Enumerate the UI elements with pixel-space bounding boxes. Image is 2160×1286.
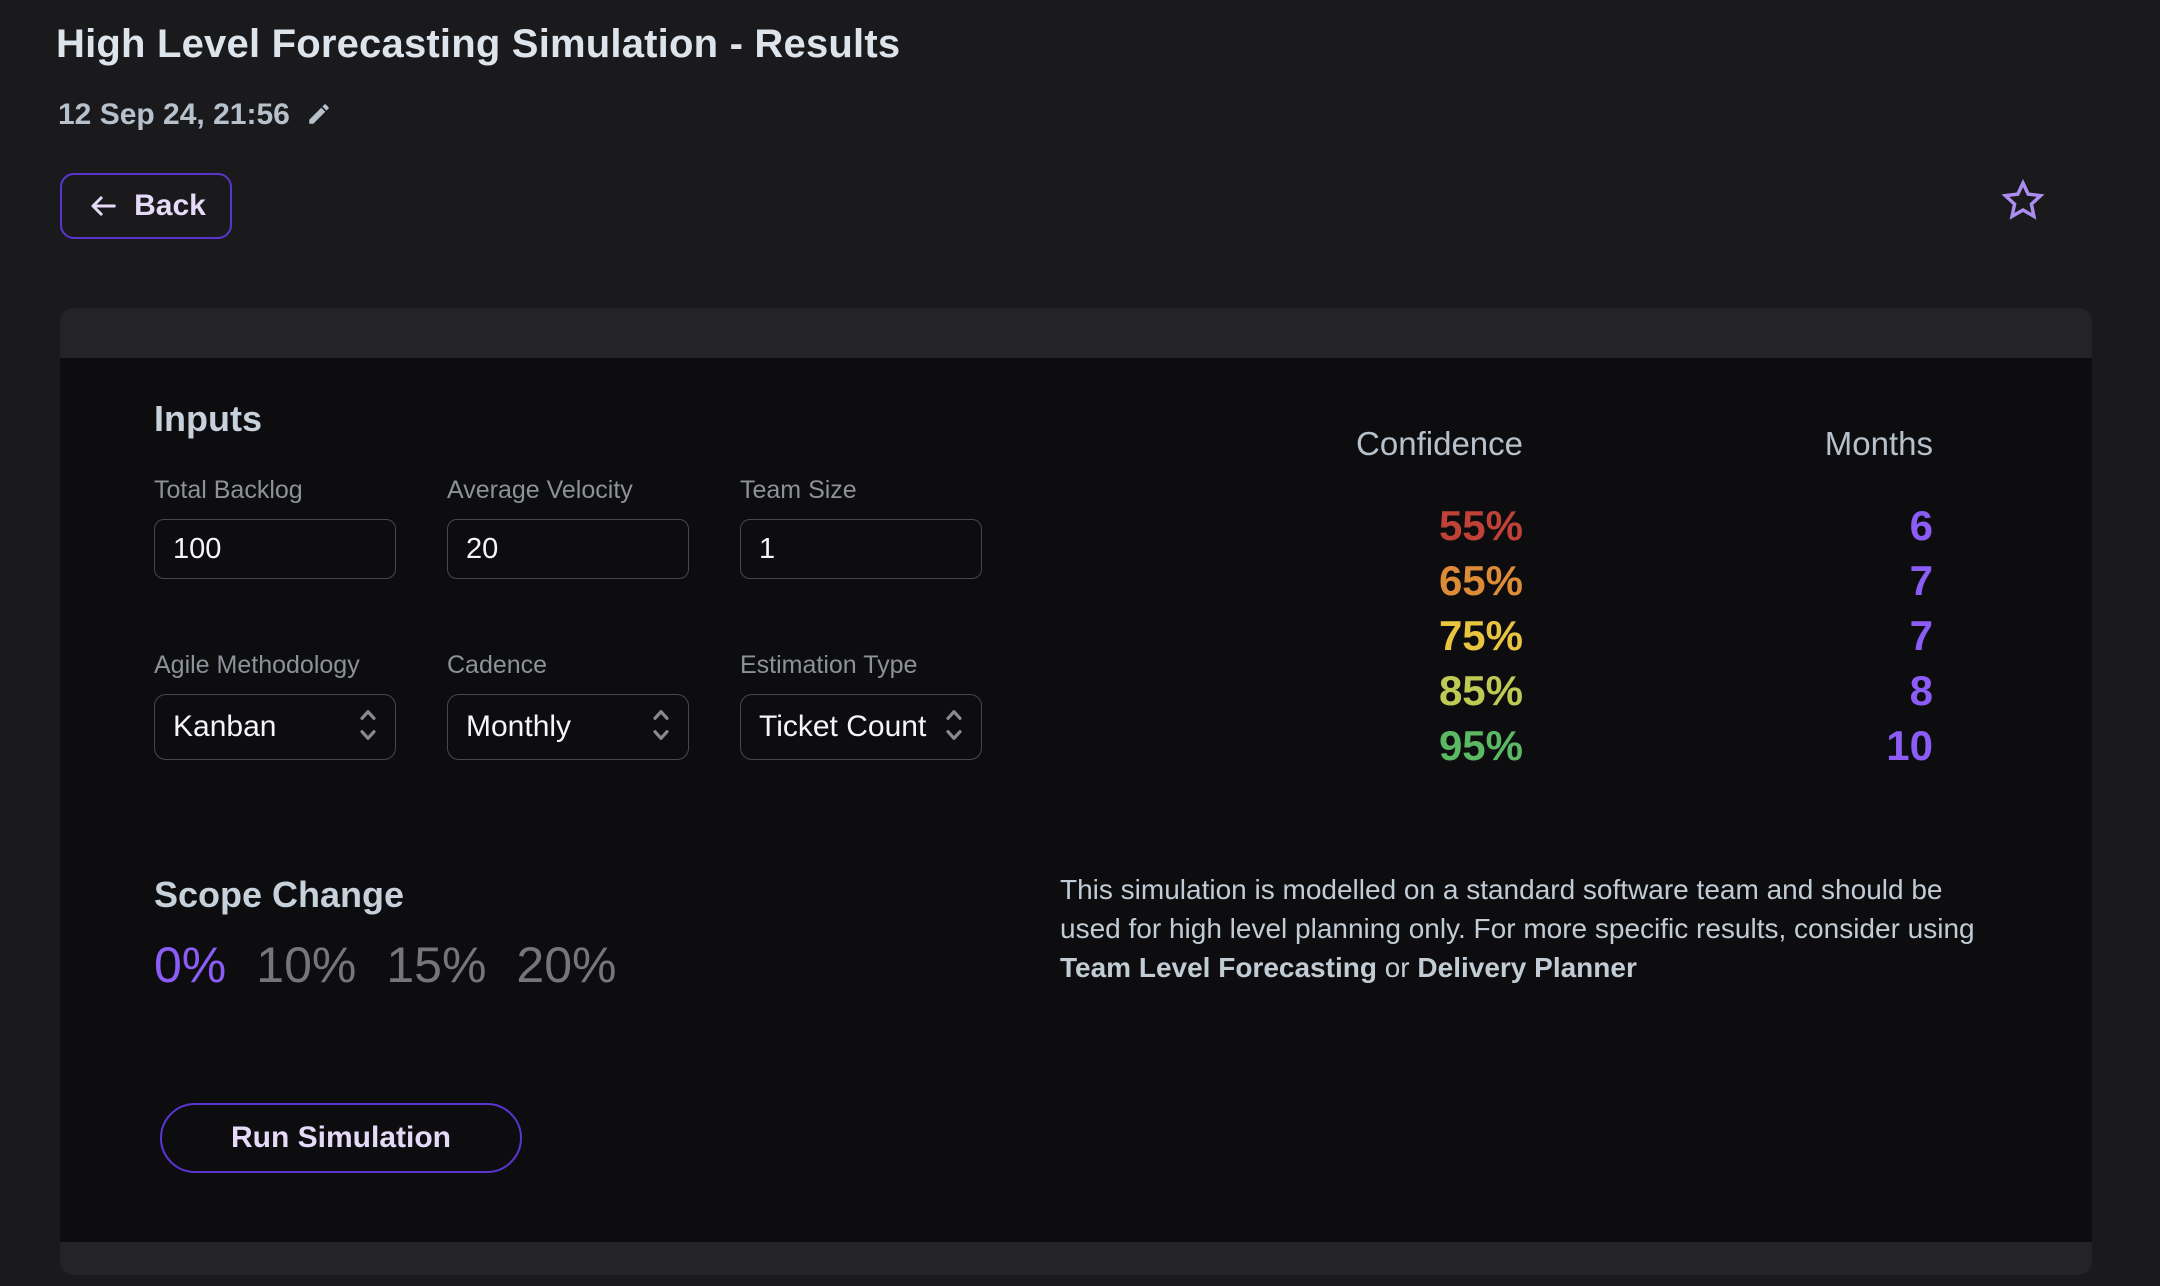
months-value: 6 [1909,502,1933,549]
scope-option-20[interactable]: 20% [516,937,617,993]
note-text: or [1376,952,1418,983]
months-value: 7 [1909,612,1933,659]
field-average-velocity: Average Velocity [447,476,689,579]
field-label: Cadence [447,651,548,679]
field-total-backlog: Total Backlog [154,476,396,579]
run-simulation-button[interactable]: Run Simulation [160,1103,522,1173]
select-spinner-icon [943,705,965,750]
inputs-fields-row: Total Backlog Average Velocity Team Size [154,476,982,579]
timestamp-row: 12 Sep 24, 21:56 [58,98,332,132]
agile-methodology-select[interactable]: Kanban [154,694,396,760]
total-backlog-input[interactable] [154,519,396,579]
results-card: Inputs Total Backlog Average Velocity Te… [60,308,2092,1275]
scope-change-options: 0% 10% 15% 20% [154,936,617,994]
edit-timestamp-button[interactable] [306,101,332,130]
confidence-column-header: Confidence [1356,425,1523,462]
field-agile-methodology: Agile Methodology Kanban [154,651,396,760]
select-spinner-icon [357,705,379,750]
arrow-left-icon [86,191,120,221]
field-label: Average Velocity [447,476,633,504]
page-title: High Level Forecasting Simulation - Resu… [56,22,901,66]
field-label: Agile Methodology [154,651,360,679]
confidence-value: 65% [1438,557,1523,604]
months-column-header: Months [1824,425,1933,462]
confidence-value: 75% [1438,612,1523,659]
select-value: Monthly [466,710,572,743]
select-spinner-icon [650,705,672,750]
card-footer-strip [60,1242,2092,1275]
field-team-size: Team Size [740,476,982,579]
card-header-strip [60,308,2092,358]
favorite-button[interactable] [2000,178,2046,227]
inputs-heading: Inputs [154,398,262,439]
select-value: Kanban [173,710,277,743]
months-value: 10 [1886,722,1933,769]
card-body: Inputs Total Backlog Average Velocity Te… [60,358,2092,1242]
estimation-type-select[interactable]: Ticket Count [740,694,982,760]
scope-option-15[interactable]: 15% [386,937,487,993]
inputs-selects-row: Agile Methodology Kanban Cadence Monthly [154,651,982,760]
scope-change-heading: Scope Change [154,874,405,915]
select-value: Ticket Count [759,710,927,743]
note-bold-delivery-planner: Delivery Planner [1417,952,1637,983]
field-estimation-type: Estimation Type Ticket Count [740,651,982,760]
star-icon [2000,178,2046,227]
months-value: 7 [1909,557,1933,604]
field-label: Team Size [740,476,857,504]
confidence-value: 95% [1438,722,1523,769]
average-velocity-input[interactable] [447,519,689,579]
field-label: Total Backlog [154,476,303,504]
team-size-input[interactable] [740,519,982,579]
back-button-label: Back [134,189,206,222]
timestamp: 12 Sep 24, 21:56 [58,98,290,131]
scope-option-10[interactable]: 10% [256,937,357,993]
back-button[interactable]: Back [60,173,232,239]
note-bold-team-level-forecasting: Team Level Forecasting [1060,952,1377,983]
field-label: Estimation Type [740,651,918,679]
note-text: This simulation is modelled on a standar… [1060,874,1975,944]
scope-option-0[interactable]: 0% [154,937,227,993]
confidence-value: 85% [1438,667,1523,714]
run-simulation-label: Run Simulation [231,1121,451,1154]
pencil-icon [306,101,332,130]
forecast-results-table: Confidence Months 55% 6 65% 7 75% 7 85% … [1040,424,1933,773]
cadence-select[interactable]: Monthly [447,694,689,760]
months-value: 8 [1909,667,1933,714]
confidence-value: 55% [1438,502,1523,549]
field-cadence: Cadence Monthly [447,651,689,760]
disclaimer-note: This simulation is modelled on a standar… [1060,870,2010,987]
